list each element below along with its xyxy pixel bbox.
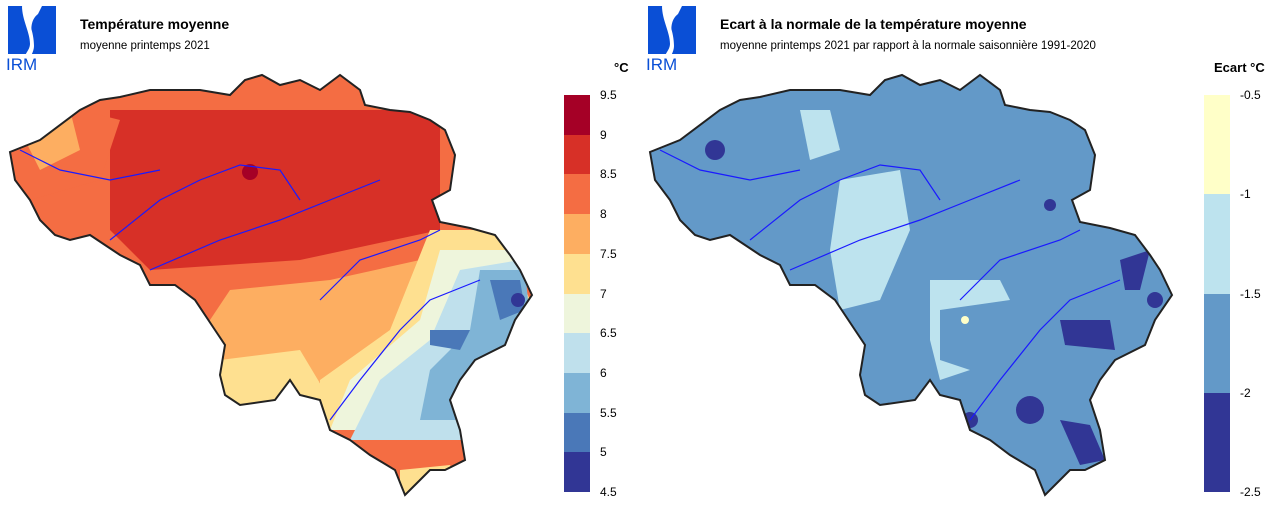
legend-tick-label: -0.5 — [1240, 88, 1261, 102]
right-panel: IRM Ecart à la normale de la température… — [640, 0, 1280, 507]
svg-text:IRM: IRM — [646, 55, 677, 72]
legend-tick-label: 6 — [600, 365, 607, 380]
legend-tick-label: 7 — [600, 286, 607, 301]
legend-bin — [564, 452, 590, 493]
anomaly-map — [649, 74, 1173, 496]
temperature-zones — [10, 75, 532, 495]
rivers — [659, 149, 1121, 421]
temperature-map — [9, 74, 533, 496]
legend-tick-label: -2.5 — [1240, 485, 1261, 499]
legend-tick-label: -1 — [1240, 187, 1251, 202]
legend-bin — [1204, 194, 1230, 294]
legend-bin — [564, 134, 590, 175]
color-legend — [564, 95, 590, 493]
irm-logo: IRM — [6, 6, 56, 72]
left-panel: IRM Température moyenne moyenne printemp… — [6, 6, 640, 499]
legend-tick-label: 5 — [600, 445, 607, 460]
legend-bin — [564, 412, 590, 453]
map-subtitle: moyenne printemps 2021 — [80, 40, 210, 52]
legend-tick-label: 6.5 — [600, 326, 617, 341]
rivers — [19, 149, 481, 421]
map-subtitle: moyenne printemps 2021 par rapport à la … — [720, 40, 1096, 52]
legend-bin — [564, 214, 590, 254]
legend-bin — [564, 333, 590, 373]
legend-tick-label: 8 — [600, 207, 607, 222]
legend-bin — [564, 95, 590, 135]
map-title: Ecart à la normale de la température moy… — [720, 16, 1027, 32]
legend-tick-label: 5.5 — [600, 405, 617, 420]
legend-bin — [564, 174, 590, 215]
legend-ticks: 9.5 9 8.5 8 7.5 7 6.5 6 5.5 5 4.5 — [600, 88, 640, 499]
legend-unit: °C — [614, 60, 629, 75]
legend-tick-label: 8.5 — [600, 167, 617, 182]
legend-bin — [564, 293, 590, 334]
legend-bin — [564, 372, 590, 413]
anomaly-zones — [650, 75, 1172, 495]
legend-tick-label: 9.5 — [600, 88, 617, 102]
map-title: Température moyenne — [80, 16, 230, 32]
legend-tick-label: -2 — [1240, 385, 1251, 400]
svg-text:IRM: IRM — [6, 55, 37, 72]
legend-tick-label: -1.5 — [1240, 286, 1261, 301]
legend-bin — [1204, 392, 1230, 492]
legend-bin — [564, 253, 590, 294]
legend-bin — [1204, 293, 1230, 393]
legend-bin — [1204, 95, 1230, 195]
legend-unit: Ecart °C — [1214, 60, 1265, 75]
legend-tick-label: 9 — [600, 127, 607, 142]
irm-logo: IRM — [646, 6, 696, 72]
legend-tick-label: 4.5 — [600, 485, 617, 499]
color-legend — [1204, 95, 1230, 492]
legend-tick-label: 7.5 — [600, 246, 617, 261]
legend-ticks: -0.5 -1 -1.5 -2 -2.5 — [1240, 88, 1280, 499]
